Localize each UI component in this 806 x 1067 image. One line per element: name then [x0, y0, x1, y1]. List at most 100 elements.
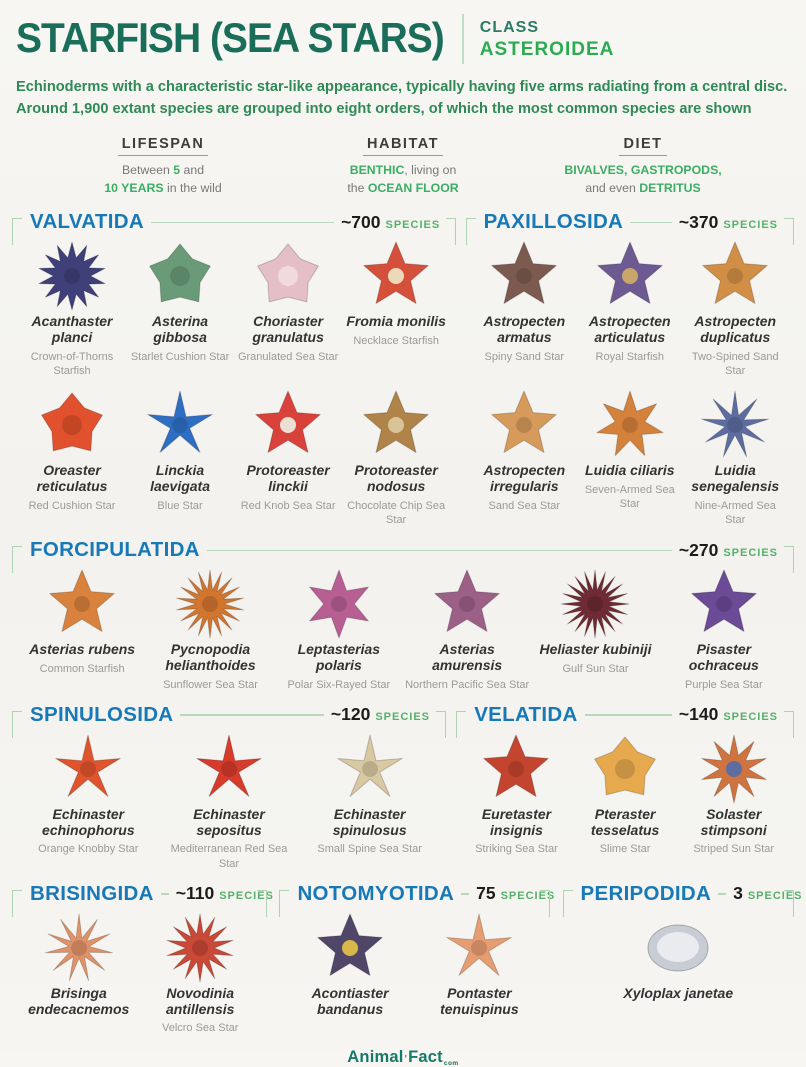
species-scientific-name: Solaster stimpsoni [700, 805, 767, 838]
species-card: Pontaster tenuispinus [415, 909, 544, 1025]
section-title: BRISINGIDA [30, 881, 154, 905]
species-word: SPECIES [747, 890, 803, 903]
species-card: Brisinga endecacnemos [18, 909, 139, 1044]
starfish-icon [149, 243, 211, 303]
section-velatida: VELATIDA ~140 SPECIES Euretaster insignis… [456, 700, 794, 879]
species-illustration [20, 733, 157, 805]
species-illustration [405, 568, 529, 640]
species-scientific-name: Echinaster sepositus [193, 805, 265, 838]
header-line [180, 714, 324, 716]
starfish-icon [317, 913, 383, 976]
starfish-icon [434, 569, 500, 633]
fact-lifespan: LIFESPAN Between 5 and 10 YEARS in the wi… [78, 135, 248, 198]
species-illustration [20, 912, 137, 984]
fact-text: Between 5 and 10 YEARS in the wild [78, 162, 248, 198]
species-scientific-name: Leptasterias polaris [297, 641, 381, 673]
class-block: CLASS ASTEROIDEA [480, 17, 615, 61]
species-scientific-name: Asterias amurensis [432, 641, 503, 673]
species-count: 3 [733, 883, 743, 904]
header-line [718, 893, 727, 895]
species-scientific-name: Pycnopodia helianthoides [165, 641, 256, 673]
species-scientific-name: Astropecten irregularis [483, 462, 566, 495]
description-line-1: Echinoderms with a characteristic star-l… [16, 79, 788, 95]
species-common-name: Mediterranean Red Sea Star [170, 843, 288, 870]
species-scientific-name: Asterias rubens [29, 641, 136, 658]
starfish-icon [483, 734, 550, 797]
species-card: Solaster stimpsoni Striped Sun Star [679, 730, 788, 865]
header-line [584, 714, 672, 716]
sections-area: VALVATIDA ~700 SPECIES Acanthaster planci… [10, 207, 802, 1044]
fact-highlight: BIVALVES, GASTROPODS, [564, 162, 722, 177]
species-card: Astropecten articulatus Royal Starfish [577, 237, 682, 386]
species-illustration [417, 912, 542, 984]
species-count: ~110 [175, 883, 215, 904]
header: STARFISH (SEA STARS) CLASS ASTEROIDEA [10, 10, 796, 64]
species-common-name: Starlet Cushion Star [130, 350, 230, 363]
species-scientific-name: Luidia senegalensis [691, 462, 780, 495]
class-label: CLASS [479, 19, 540, 36]
header-line [206, 549, 672, 552]
species-grid: Astropecten armatus Spiny Sand Star Astrop… [472, 237, 788, 535]
starfish-icon [491, 390, 558, 454]
fact-highlight: OCEAN FLOOR [367, 180, 459, 195]
species-card: Astropecten armatus Spiny Sand Star [472, 237, 577, 386]
species-word: SPECIES [723, 546, 778, 559]
species-common-name: Gulf Sun Star [562, 662, 629, 675]
starfish-icon [701, 390, 770, 458]
section-header: NOTOMYOTIDA 75 SPECIES [297, 881, 554, 907]
species-count: ~140 [678, 704, 719, 725]
fact-segment: Between [121, 162, 174, 177]
section-title: VALVATIDA [30, 210, 144, 234]
section-title: NOTOMYOTIDA [297, 881, 455, 905]
species-common-name: Nine-Armed Sea Star [694, 499, 776, 527]
species-common-name: Slime Star [599, 843, 651, 856]
species-scientific-name: Echinaster spinulosus [332, 805, 407, 838]
species-grid: Asterias rubens Common Starfish Pycnopodia… [18, 565, 788, 700]
starfish-icon [255, 390, 321, 454]
species-illustration [474, 240, 575, 312]
description-line-2: Around 1,900 extant species are grouped … [16, 100, 752, 117]
species-scientific-name: Pisaster ochraceus [688, 641, 759, 673]
species-word: SPECIES [500, 890, 556, 903]
starfish-icon [560, 569, 630, 639]
species-card: Echinaster sepositus Mediterranean Red Se… [159, 730, 300, 879]
species-illustration [20, 568, 144, 640]
species-card: Oreaster reticulatus Red Cushion Star [18, 386, 126, 535]
description: Echinoderms with a characteristic star-l… [16, 77, 792, 121]
starfish-icon [38, 241, 106, 311]
starfish-icon [596, 241, 663, 305]
species-card: Protoreaster linckii Red Knob Sea Star [234, 386, 342, 535]
species-scientific-name: Euretaster insignis [481, 805, 552, 838]
species-illustration [344, 389, 448, 461]
species-illustration [579, 389, 680, 461]
species-grid: Euretaster insignis Striking Sea Star Pter… [462, 730, 788, 865]
species-illustration [579, 240, 680, 312]
section-header: PAXILLOSIDA ~370 SPECIES [484, 209, 778, 235]
starfish-icon [257, 243, 319, 303]
species-illustration [277, 568, 401, 640]
species-illustration [533, 568, 657, 640]
section-peripodida: PERIPODIDA 3 SPECIES Xyloplax janetae [562, 879, 802, 1044]
species-illustration [474, 389, 575, 461]
fact-segment: and [180, 162, 205, 177]
fact-label: DIET [619, 136, 667, 156]
species-card: Heliaster kubiniji Gulf Sun Star [531, 565, 659, 700]
fact-segment: and even [585, 180, 640, 195]
species-illustration [20, 389, 124, 461]
species-common-name: Blue Star [157, 499, 203, 512]
starfish-icon [41, 392, 103, 452]
species-scientific-name: Pteraster tesselatus [590, 805, 660, 838]
species-grid: Acontiaster bandanus Pontaster tenuispinu… [285, 909, 544, 1025]
species-count: 75 [476, 883, 496, 904]
species-illustration [573, 733, 678, 805]
species-common-name: Spiny Sand Star [484, 350, 565, 363]
species-grid: Echinaster echinophorus Orange Knobby Sta… [18, 730, 440, 879]
species-scientific-name: Astropecten duplicatus [694, 313, 777, 346]
section-forcipulatida: FORCIPULATIDA ~270 SPECIES Asterias ruben… [12, 535, 794, 700]
species-common-name: Small Spine Sea Star [317, 843, 422, 856]
section-paxillosida: PAXILLOSIDA ~370 SPECIES Astropecten arma… [465, 207, 795, 535]
species-illustration [141, 912, 258, 984]
fact-diet: DIET BIVALVES, GASTROPODS, and even DETRI… [558, 135, 728, 198]
header-line [461, 893, 470, 895]
